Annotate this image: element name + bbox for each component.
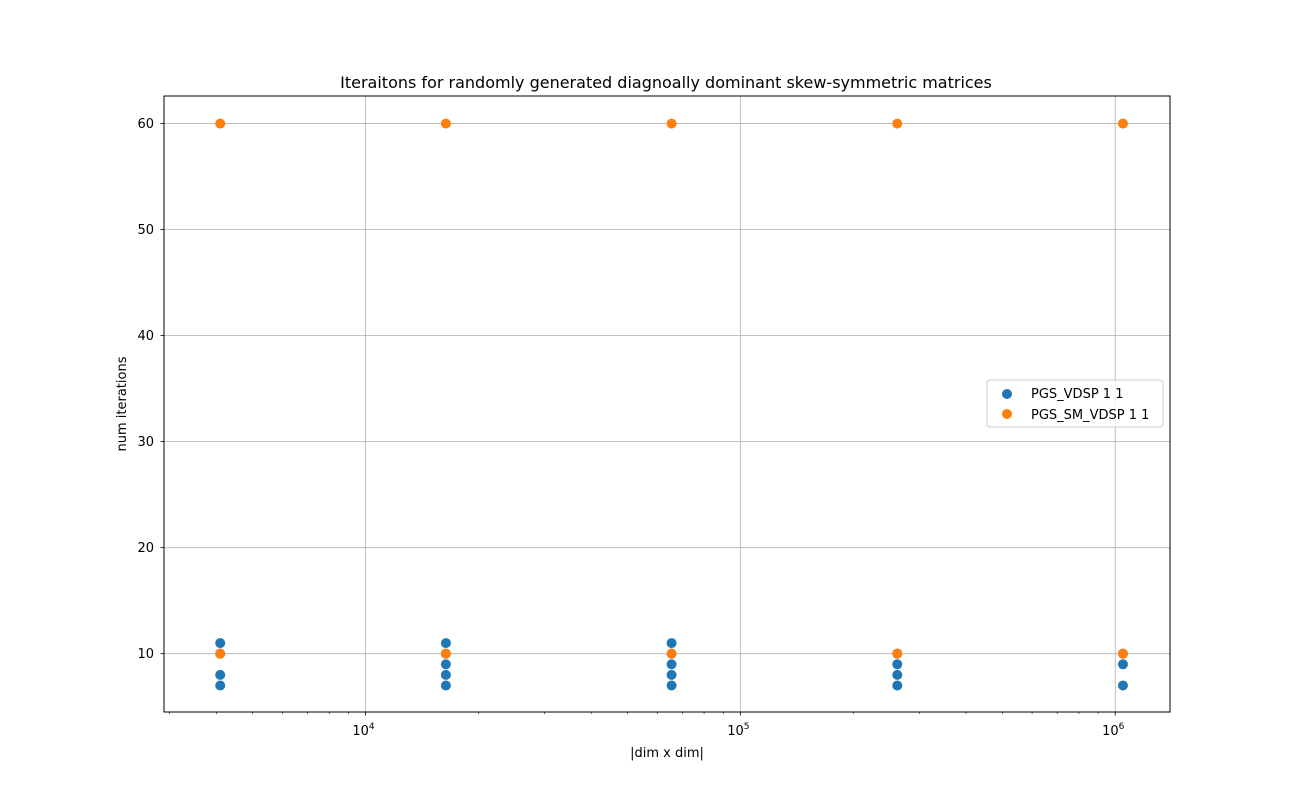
scatter-point-series-1 xyxy=(892,648,903,659)
legend: PGS_VDSP 1 1 PGS_SM_VDSP 1 1 xyxy=(986,379,1164,428)
y-tick-label: 30 xyxy=(137,435,154,450)
scatter-point-series-0 xyxy=(440,659,451,670)
scatter-point-series-0 xyxy=(440,669,451,680)
scatter-point-series-0 xyxy=(215,638,226,649)
y-tick-label: 20 xyxy=(137,541,154,556)
y-tick-label: 40 xyxy=(137,329,154,344)
scatter-point-series-1 xyxy=(892,118,903,129)
x-tick-label: 106 xyxy=(1102,722,1125,739)
scatter-point-series-1 xyxy=(666,648,677,659)
scatter-point-series-0 xyxy=(666,680,677,691)
scatter-point-series-0 xyxy=(666,659,677,670)
y-tick-label: 50 xyxy=(137,223,154,238)
scatter-point-series-1 xyxy=(215,648,226,659)
scatter-point-series-0 xyxy=(892,680,903,691)
scatter-point-series-0 xyxy=(1117,659,1128,670)
scatter-point-series-0 xyxy=(666,669,677,680)
y-axis-label: num iterations xyxy=(115,356,130,451)
scatter-point-series-0 xyxy=(440,638,451,649)
y-tick-label: 60 xyxy=(137,117,154,132)
chart-title: Iteraitons for randomly generated diagno… xyxy=(340,73,992,92)
scatter-point-series-1 xyxy=(440,118,451,129)
scatter-point-series-0 xyxy=(1117,680,1128,691)
scatter-point-series-1 xyxy=(440,648,451,659)
legend-box xyxy=(986,379,1164,428)
plot-frame xyxy=(163,95,1171,713)
x-tick-label: 104 xyxy=(352,722,375,739)
scatter-point-series-0 xyxy=(892,659,903,670)
data-points xyxy=(215,118,1128,691)
x-tick-label: 105 xyxy=(727,722,749,739)
scatter-point-series-1 xyxy=(666,118,677,129)
scatter-point-series-1 xyxy=(1117,648,1128,659)
scatter-point-series-0 xyxy=(215,669,226,680)
scatter-point-series-1 xyxy=(1117,118,1128,129)
scatter-point-series-0 xyxy=(892,669,903,680)
scatter-point-series-1 xyxy=(215,118,226,129)
ticks: 10 20 30 40 50 60 104 105 106 xyxy=(137,117,1124,739)
legend-marker-pgs-sm-vdsp xyxy=(1002,409,1012,419)
y-tick-label: 10 xyxy=(137,647,154,662)
legend-label-pgs-vdsp: PGS_VDSP 1 1 xyxy=(1031,387,1123,402)
legend-label-pgs-sm-vdsp: PGS_SM_VDSP 1 1 xyxy=(1031,408,1149,423)
x-axis-label: |dim x dim| xyxy=(630,746,704,761)
scatter-point-series-0 xyxy=(440,680,451,691)
legend-marker-pgs-vdsp xyxy=(1002,389,1012,399)
scatter-point-series-0 xyxy=(666,638,677,649)
scatter-point-series-0 xyxy=(215,680,226,691)
